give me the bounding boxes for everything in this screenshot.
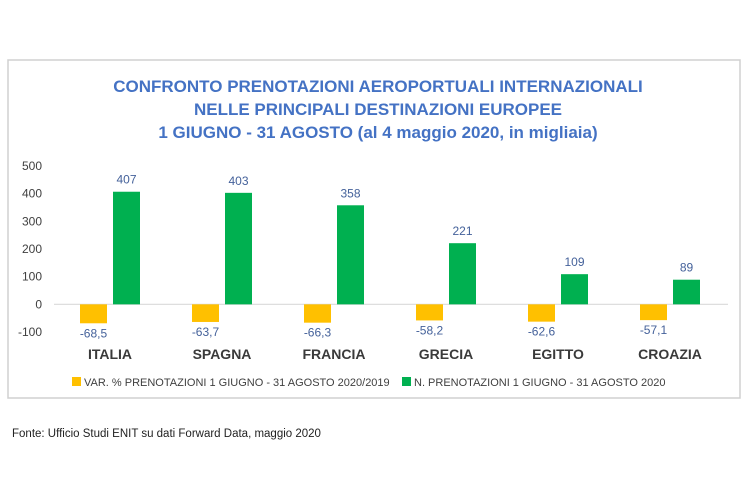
- category-label: ITALIA: [88, 346, 132, 362]
- data-label: -66,3: [304, 326, 332, 340]
- y-tick-label: 100: [22, 270, 42, 284]
- y-tick-label: 0: [35, 297, 42, 311]
- legend-label: N. PRENOTAZIONI 1 GIUGNO - 31 AGOSTO 202…: [414, 377, 665, 389]
- data-label: -68,5: [80, 326, 108, 340]
- data-label: -57,1: [640, 323, 668, 337]
- category-label: SPAGNA: [193, 346, 252, 362]
- bar-variation-francia: [304, 304, 331, 323]
- bar-bookings-spagna: [225, 192, 252, 305]
- data-label: 358: [340, 186, 360, 200]
- legend: VAR. % PRENOTAZIONI 1 GIUGNO - 31 AGOSTO…: [72, 377, 665, 389]
- y-tick-label: 200: [22, 242, 42, 256]
- category-label: FRANCIA: [303, 346, 366, 362]
- data-label: 89: [680, 261, 694, 275]
- category-label: GRECIA: [419, 346, 473, 362]
- data-label: -58,2: [416, 323, 444, 337]
- legend-swatch: [72, 377, 81, 386]
- chart-title-line-3: 1 GIUGNO - 31 AGOSTO (al 4 maggio 2020, …: [158, 123, 597, 142]
- bar-bookings-francia: [337, 205, 364, 305]
- bar-variation-italia: [80, 304, 107, 324]
- y-tick-label: -100: [18, 325, 42, 339]
- legend-label: VAR. % PRENOTAZIONI 1 GIUGNO - 31 AGOSTO…: [84, 377, 390, 389]
- data-label: 221: [452, 224, 472, 238]
- y-tick-label: 300: [22, 214, 42, 228]
- source-note: Fonte: Ufficio Studi ENIT su dati Forwar…: [12, 428, 321, 440]
- y-tick-label: 400: [22, 187, 42, 201]
- bar-variation-croazia: [640, 304, 667, 321]
- bar-bookings-egitto: [561, 274, 588, 305]
- data-label: -63,7: [192, 325, 220, 339]
- data-label: -62,6: [528, 325, 556, 339]
- chart-title-line-2: NELLE PRINCIPALI DESTINAZIONI EUROPEE: [194, 100, 562, 119]
- bar-bookings-grecia: [449, 243, 476, 305]
- legend-swatch: [402, 377, 411, 386]
- category-label: CROAZIA: [638, 346, 702, 362]
- data-label: 403: [228, 174, 248, 188]
- data-label: 407: [116, 173, 136, 187]
- bar-variation-grecia: [416, 304, 443, 321]
- bar-bookings-italia: [113, 191, 140, 305]
- bar-bookings-croazia: [673, 279, 700, 305]
- category-label: EGITTO: [532, 346, 584, 362]
- chart-title-line-1: CONFRONTO PRENOTAZIONI AEROPORTUALI INTE…: [113, 77, 643, 96]
- y-tick-label: 500: [22, 159, 42, 173]
- bar-variation-egitto: [528, 304, 555, 322]
- bar-variation-spagna: [192, 304, 219, 322]
- data-label: 109: [564, 255, 584, 269]
